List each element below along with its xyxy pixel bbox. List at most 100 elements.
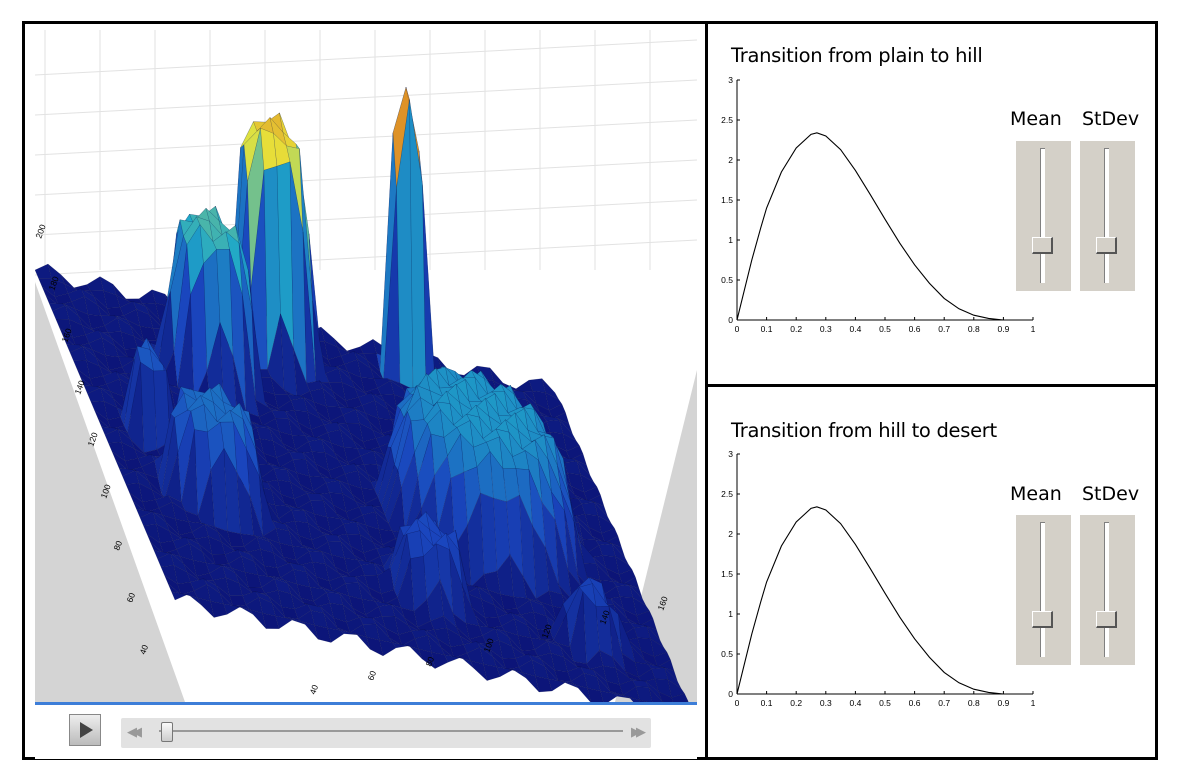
axis-tick-label: 180 [46,275,60,292]
mean-label: Mean [1010,108,1062,130]
axis-tick-label: 60 [365,669,378,682]
y-tick-label: 3 [728,75,733,85]
terrain-mesh [35,86,689,702]
y-tick-label: 0.5 [721,275,733,285]
slider-groove [1104,522,1109,657]
distribution-chart: 0 0.5 1 1.5 2 2.5 3 0 0.1 0.2 0.3 0.4 0.5 0.6 0.7 0.8 0.… [721,449,1036,708]
x-tick-label: 0.2 [790,324,802,334]
play-icon [80,722,93,738]
surface-facet [648,686,663,702]
slider-groove [1040,522,1045,657]
slider-thumb[interactable] [1032,611,1053,629]
surface-facet [574,684,591,702]
x-tick-label: 0.3 [820,698,832,708]
x-tick-label: 0.9 [997,698,1009,708]
grid-line [35,239,697,276]
terrain-surface-plot[interactable]: 40 60 80 100 120 140 160 180 200 40 60 80 100 120 140 1… [35,30,697,702]
grid-line [35,199,697,236]
fast-forward-icon[interactable]: ▶▶ [631,724,646,739]
axis-tick-label: 120 [85,431,99,448]
panel-title: Transition from plain to hill [731,44,983,67]
x-tick-label: 0.5 [879,324,891,334]
x-tick-label: 0.8 [968,698,980,708]
seek-track [159,730,623,732]
x-tick-label: 0.1 [761,324,773,334]
panel-title: Transition from hill to desert [731,419,997,442]
seek-thumb[interactable] [161,722,174,742]
axis-tick-label: 160 [59,327,73,344]
y-tick-label: 3 [728,449,733,459]
axis-tick-label: 140 [597,609,611,626]
left-wall [35,282,185,702]
stdev-slider[interactable] [1080,141,1135,291]
grid-line [35,159,697,196]
mean-slider[interactable] [1016,141,1071,291]
axis-tick-label: 60 [124,591,137,604]
y-tick-label: 0 [728,689,733,699]
x-tick-label: 0.6 [909,698,921,708]
surface-facet [587,687,604,702]
terrain-surface-svg: 4060801001201401601802004060801001201401… [35,30,697,702]
video-player-controls: ◀◀ ▶▶ [35,702,697,759]
rewind-icon[interactable]: ◀◀ [127,724,142,739]
y-tick-label: 0 [728,315,733,325]
slider-thumb[interactable] [1096,611,1117,629]
vertical-divider [705,21,708,760]
slider-thumb[interactable] [1032,237,1053,255]
slider-groove [1040,148,1045,283]
surface-facet [639,699,649,702]
mean-label: Mean [1010,483,1062,505]
play-button[interactable] [69,714,101,746]
y-tick-label: 1 [728,609,733,619]
axis-tick-label: 140 [72,379,86,396]
surface-facet [635,686,653,702]
x-tick-label: 0.2 [790,698,802,708]
x-tick-label: 0.7 [938,324,950,334]
axis-tick-label: 80 [111,539,124,552]
axis-tick-label: 40 [307,683,320,696]
x-tick-label: 0.4 [849,698,861,708]
stdev-slider[interactable] [1080,515,1135,665]
axis-tick-label: 120 [539,623,553,640]
x-tick-label: 1 [1031,698,1036,708]
surface-facet [685,700,689,702]
x-tick-label: 0.5 [879,698,891,708]
stdev-label: StDev [1082,483,1140,505]
axis-tick-label: 100 [98,483,112,500]
x-tick-label: 0.8 [968,324,980,334]
grid-line [35,79,697,116]
x-tick-label: 0.4 [849,324,861,334]
x-tick-label: 0 [735,698,740,708]
y-tick-label: 2.5 [721,489,733,499]
y-tick-label: 2 [728,155,733,165]
y-tick-label: 1 [728,235,733,245]
y-tick-label: 0.5 [721,649,733,659]
x-tick-label: 1 [1031,324,1036,334]
distribution-curve [736,132,1004,321]
x-tick-label: 0.3 [820,324,832,334]
stdev-label: StDev [1082,108,1140,130]
axis-tick-label: 160 [655,595,669,612]
transition-panel-hill-desert: Transition from hill to desert 0 0.5 1 1.5 2… [708,387,1155,757]
horizontal-divider [705,384,1158,387]
surface-facet [658,691,674,702]
seek-bar[interactable]: ◀◀ ▶▶ [121,718,651,748]
grid-line [35,119,697,156]
y-tick-label: 1.5 [721,569,733,579]
x-tick-label: 0.9 [997,324,1009,334]
distribution-curve [736,506,1004,695]
mean-slider[interactable] [1016,515,1071,665]
x-tick-label: 0.1 [761,698,773,708]
surface-facet [661,701,664,702]
transition-panel-plain-hill: Transition from plain to hill 0 0.5 1 1.5 2 2… [708,24,1155,384]
x-tick-label: 0.6 [909,324,921,334]
axis-tick-label: 80 [423,655,436,668]
y-tick-label: 2.5 [721,115,733,125]
surface-facet [626,696,641,702]
y-tick-label: 1.5 [721,195,733,205]
y-tick-label: 2 [728,529,733,539]
axis-tick-label: 100 [481,637,495,654]
grid-line [35,39,697,76]
slider-thumb[interactable] [1096,237,1117,255]
distribution-chart: 0 0.5 1 1.5 2 2.5 3 0 0.1 0.2 0.3 0.4 0.5 0.6 0.7 0.8 0.… [721,75,1036,334]
